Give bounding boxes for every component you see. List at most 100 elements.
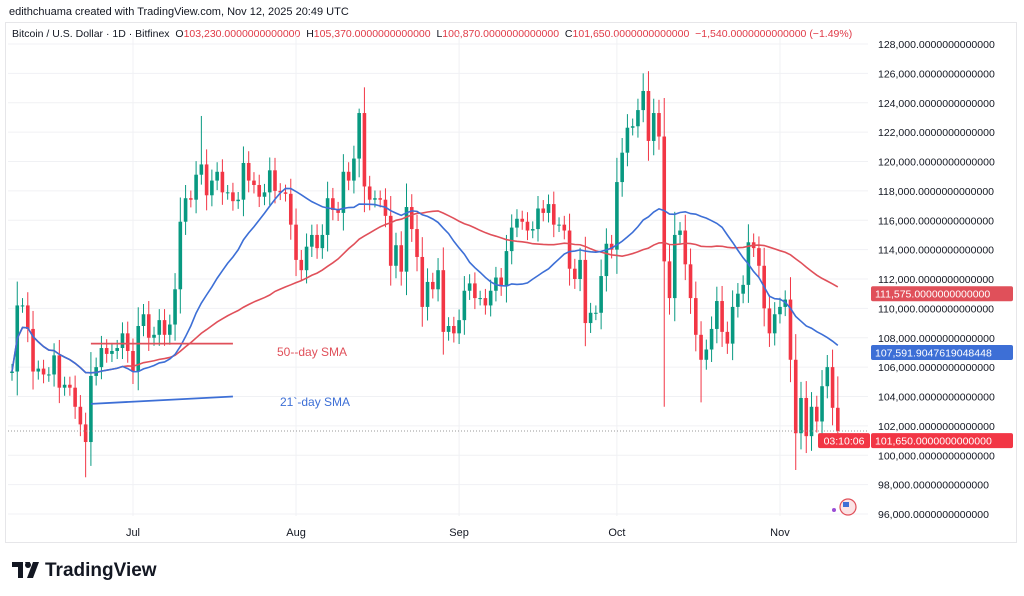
- candle-body: [257, 185, 262, 197]
- candle-body: [483, 298, 488, 306]
- y-tick-label: 118,000.0000000000000: [878, 186, 994, 198]
- candle-body: [320, 234, 325, 249]
- close-label: C: [564, 28, 573, 40]
- candle-body: [651, 113, 656, 141]
- candle-body: [373, 198, 377, 200]
- candle-body: [252, 180, 256, 185]
- candle-body: [178, 221, 183, 290]
- candle-body: [515, 218, 519, 228]
- candle-body: [25, 305, 30, 329]
- candle-body: [678, 230, 682, 235]
- candle-body: [657, 113, 661, 137]
- annotation-line: [90, 395, 233, 405]
- candle-body: [620, 152, 624, 183]
- candle-body: [194, 174, 198, 200]
- countdown-badge: [818, 433, 870, 449]
- candle-body: [431, 281, 435, 290]
- y-tick-label: 128,000.0000000000000: [878, 39, 995, 51]
- sma50-price-badge: [871, 286, 1013, 302]
- candle-body: [604, 243, 609, 277]
- symbol-title[interactable]: Bitcoin / U.S. Dollar · 1D · Bitfinex: [12, 28, 170, 40]
- candle-body: [99, 348, 104, 368]
- tradingview-logo[interactable]: TradingView: [12, 560, 157, 582]
- candle-body: [131, 350, 135, 372]
- candle-body: [136, 326, 141, 372]
- candle-body: [110, 350, 114, 354]
- candle-body: [331, 198, 335, 210]
- candle-body: [683, 230, 688, 265]
- sma21-price-text: 107,591.9047619048448: [875, 347, 992, 359]
- candle-body: [310, 234, 314, 247]
- candle-body: [325, 198, 330, 235]
- candle-body: [120, 333, 125, 349]
- open-label: O: [175, 28, 184, 40]
- logo-text: TradingView: [45, 560, 157, 581]
- y-tick-label: 116,000.0000000000000: [878, 215, 994, 227]
- candle-body: [741, 284, 745, 294]
- candle-body: [73, 387, 77, 407]
- event-dot-icon: [832, 508, 836, 512]
- last-price-countdown: 03:10:06: [824, 436, 865, 448]
- candle-body: [378, 198, 382, 200]
- y-tick-label: 120,000.0000000000000: [878, 157, 995, 169]
- candle-body: [694, 298, 698, 335]
- candle-body: [78, 406, 83, 425]
- low-label: L: [436, 28, 443, 40]
- candle-body: [452, 326, 456, 334]
- candle-body: [625, 127, 630, 153]
- candle-body: [267, 170, 272, 193]
- candle-body: [473, 283, 477, 299]
- candle-body: [478, 298, 482, 300]
- candle-body: [667, 261, 672, 299]
- y-tick-label: 122,000.0000000000000: [878, 127, 995, 139]
- candle-body: [636, 110, 640, 127]
- low-value: 100,870.0000000000000: [442, 28, 560, 40]
- candle-body: [441, 270, 446, 332]
- sma21-price-badge: [871, 344, 1013, 360]
- candle-body: [210, 180, 214, 196]
- y-tick-label: 108,000.0000000000000: [878, 333, 995, 345]
- candle-body: [825, 367, 830, 387]
- candle-body: [204, 164, 209, 196]
- candle-body: [388, 215, 393, 266]
- candle-body: [225, 192, 230, 194]
- candle-body: [415, 229, 419, 257]
- high-value: 105,370.0000000000000: [313, 28, 431, 40]
- candle-body: [530, 229, 535, 231]
- x-tick-label: Oct: [608, 527, 625, 539]
- sma50-price-text: 111,575.0000000000000: [875, 289, 990, 301]
- candle-body: [425, 281, 430, 307]
- candle-body: [173, 289, 177, 325]
- candle-body: [736, 293, 740, 307]
- y-tick-label: 100,000.0000000000000: [878, 450, 995, 462]
- candle-body: [104, 348, 109, 354]
- x-tick-label: Aug: [286, 527, 306, 539]
- candle-body: [362, 113, 367, 187]
- sma-line-21: [11, 187, 839, 374]
- candle-body: [830, 367, 835, 408]
- candle-body: [420, 256, 425, 307]
- candle-body: [630, 126, 635, 128]
- last-price-badge: [871, 433, 1013, 449]
- tradingview-logo-icon: [12, 562, 39, 578]
- candle-body: [352, 158, 356, 181]
- candle-body: [241, 162, 246, 200]
- candle-body: [31, 328, 35, 372]
- candle-body: [488, 290, 493, 306]
- candle-body: [646, 91, 651, 141]
- us-flag-canton: [843, 502, 849, 507]
- candle-body: [94, 367, 98, 376]
- candle-body: [504, 251, 509, 287]
- candle-body: [772, 314, 777, 334]
- candle-body: [146, 314, 151, 338]
- y-tick-label: 114,000.0000000000000: [878, 245, 994, 257]
- candle-body: [262, 192, 267, 197]
- candle-body: [457, 320, 461, 334]
- candle-body: [220, 171, 225, 193]
- candle-body: [47, 374, 51, 376]
- candle-body: [57, 355, 62, 388]
- candle-body: [546, 204, 551, 213]
- candle-body: [672, 234, 677, 299]
- candle-body: [820, 386, 824, 422]
